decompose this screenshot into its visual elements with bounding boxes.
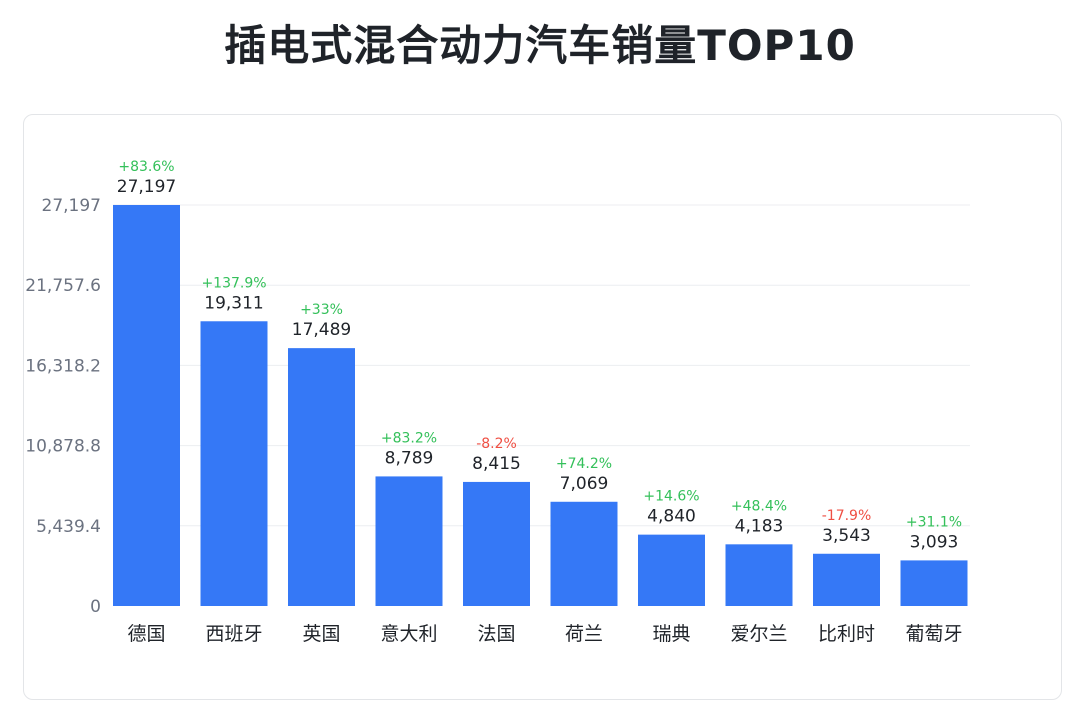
growth-label: +74.2% <box>556 456 612 472</box>
bar <box>638 534 705 606</box>
growth-label: -17.9% <box>822 508 872 524</box>
growth-label: -8.2% <box>476 436 517 452</box>
x-tick-label: 意大利 <box>380 623 437 645</box>
data-label: 27,197 <box>117 177 176 197</box>
bar <box>463 481 530 606</box>
y-tick-label: 21,757.6 <box>25 276 101 296</box>
chart-card <box>23 114 1062 700</box>
data-label: 7,069 <box>560 474 609 494</box>
bar <box>113 205 180 606</box>
y-tick-label: 0 <box>90 597 101 617</box>
x-tick-label: 法国 <box>477 623 515 645</box>
growth-label: +31.1% <box>906 514 962 530</box>
x-tick-label: 瑞典 <box>652 623 690 645</box>
chart-title: 插电式混合动力汽车销量TOP10 <box>224 21 856 70</box>
data-label: 3,543 <box>822 526 871 546</box>
y-tick-label: 16,318.2 <box>25 356 101 376</box>
x-axis: 德国 西班牙 英国 意大利 法国 荷兰 瑞典 爱尔兰 比利时 葡萄牙 <box>127 623 962 645</box>
data-label: 8,415 <box>472 454 521 474</box>
data-label: 17,489 <box>292 320 351 340</box>
y-tick-label: 10,878.8 <box>25 437 101 457</box>
y-axis: 0 5,439.4 10,878.8 16,318.2 21,757.6 27,197 <box>25 196 101 617</box>
x-tick-label: 荷兰 <box>565 623 603 645</box>
bar <box>288 348 355 606</box>
x-tick-label: 西班牙 <box>205 623 262 645</box>
x-tick-label: 英国 <box>302 623 340 645</box>
growth-label: +14.6% <box>643 489 699 505</box>
growth-label: +33% <box>300 302 343 318</box>
growth-label: +83.2% <box>381 430 437 446</box>
x-tick-label: 德国 <box>127 623 165 645</box>
y-tick-label: 27,197 <box>42 196 101 216</box>
data-label: 4,840 <box>647 507 696 527</box>
value-labels: 27,197 +83.6% 19,311 +137.9% 17,489 +33% 8,789… <box>117 159 962 552</box>
bar <box>375 476 443 606</box>
bar <box>550 501 618 606</box>
x-tick-label: 比利时 <box>818 623 875 645</box>
data-label: 3,093 <box>910 532 959 552</box>
bars <box>113 205 968 606</box>
y-tick-label: 5,439.4 <box>36 517 101 537</box>
bar <box>813 553 880 606</box>
data-label: 4,183 <box>735 516 784 536</box>
growth-label: +83.6% <box>118 159 174 175</box>
data-label: 8,789 <box>385 448 434 468</box>
bar <box>200 321 268 606</box>
bar <box>725 544 793 606</box>
x-tick-label: 葡萄牙 <box>905 623 962 645</box>
x-tick-label: 爱尔兰 <box>730 623 787 645</box>
data-label: 19,311 <box>204 293 263 313</box>
bar <box>900 560 968 606</box>
growth-label: +48.4% <box>731 498 787 514</box>
growth-label: +137.9% <box>201 275 266 291</box>
